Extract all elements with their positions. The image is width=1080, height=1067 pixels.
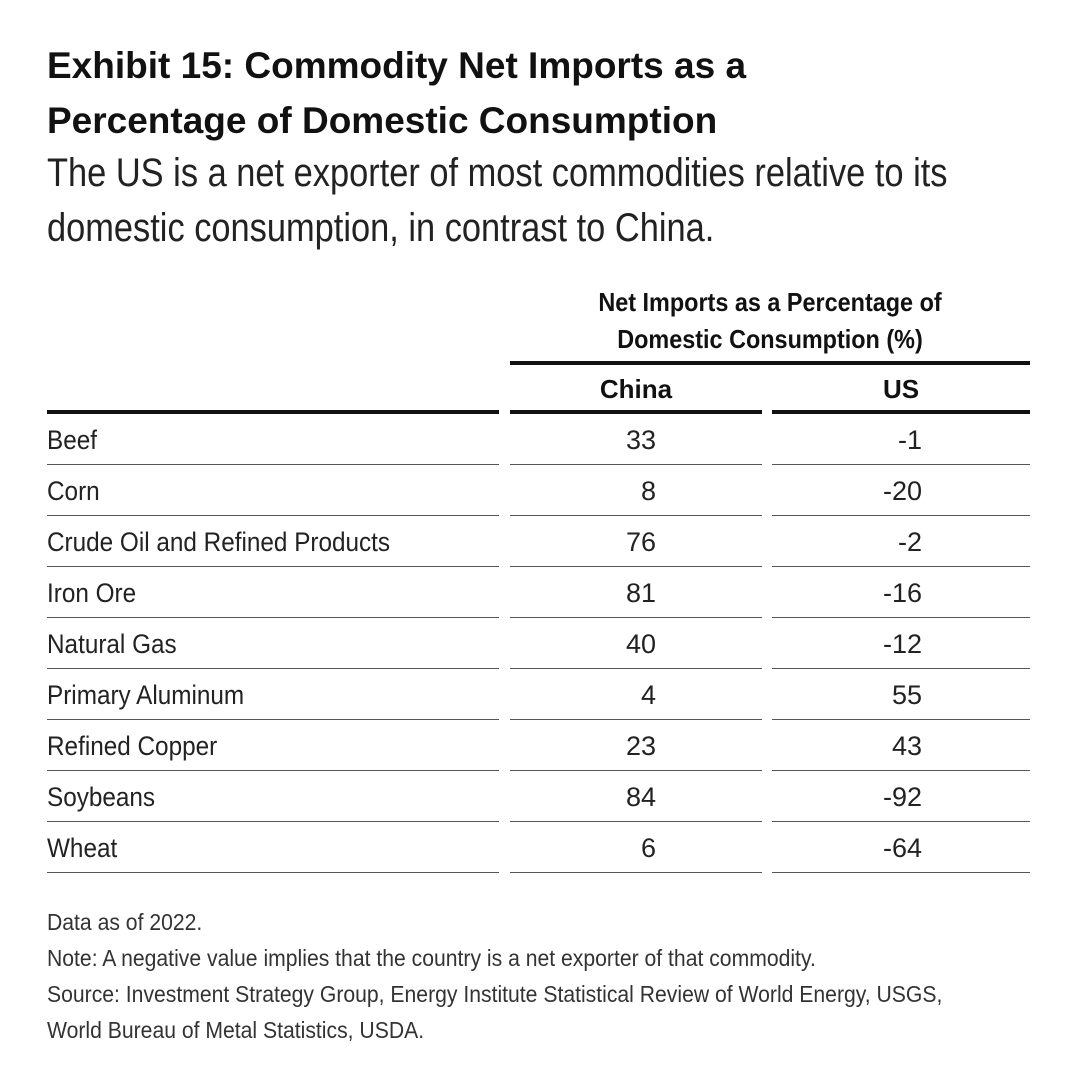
row-label-text: Primary Aluminum bbox=[47, 680, 245, 710]
table-row: Crude Oil and Refined Products 76 -2 bbox=[0, 516, 1080, 567]
cell-china: 40 bbox=[625, 629, 656, 659]
footer-notes: Data as of 2022. Note: A negative value … bbox=[47, 904, 1057, 1048]
row-divider bbox=[772, 770, 1030, 771]
table-row: Iron Ore 81 -16 bbox=[0, 567, 1080, 618]
row-divider bbox=[47, 566, 499, 567]
row-divider bbox=[510, 821, 762, 822]
row-divider bbox=[47, 719, 499, 720]
row-label-text: Refined Copper bbox=[47, 731, 218, 761]
row-divider bbox=[510, 566, 762, 567]
row-divider bbox=[47, 515, 499, 516]
row-divider bbox=[510, 668, 762, 669]
row-label: Natural Gas bbox=[47, 618, 499, 668]
row-label-text: Crude Oil and Refined Products bbox=[47, 527, 391, 557]
column-group-header: Net Imports as a Percentage of Domestic … bbox=[510, 284, 1030, 358]
cell-china: 33 bbox=[625, 425, 656, 455]
cell-us: -12 bbox=[882, 629, 922, 659]
row-divider bbox=[510, 770, 762, 771]
row-label: Beef bbox=[47, 414, 499, 464]
row-label: Iron Ore bbox=[47, 567, 499, 617]
row-label-text: Beef bbox=[47, 425, 97, 455]
row-label: Primary Aluminum bbox=[47, 669, 499, 719]
cell-us: 55 bbox=[891, 680, 922, 710]
row-divider bbox=[772, 719, 1030, 720]
row-divider bbox=[510, 515, 762, 516]
column-header-china: China bbox=[599, 374, 673, 404]
column-group-line-2: Domestic Consumption (%) bbox=[617, 324, 923, 354]
cell-us: -16 bbox=[882, 578, 922, 608]
header-rule-label bbox=[47, 410, 499, 414]
row-divider bbox=[510, 617, 762, 618]
row-divider bbox=[772, 617, 1030, 618]
cell-us: 43 bbox=[891, 731, 922, 761]
row-label: Crude Oil and Refined Products bbox=[47, 516, 499, 566]
cell-china: 76 bbox=[625, 527, 656, 557]
row-divider bbox=[510, 872, 762, 873]
title-line-2: Percentage of Domestic Consumption bbox=[47, 100, 718, 141]
row-divider bbox=[47, 770, 499, 771]
table-row: Primary Aluminum 4 55 bbox=[0, 669, 1080, 720]
footnote: Note: A negative value implies that the … bbox=[47, 945, 816, 971]
data-as-of: Data as of 2022. bbox=[47, 909, 203, 935]
row-divider bbox=[772, 872, 1030, 873]
row-label: Refined Copper bbox=[47, 720, 499, 770]
source-line-2: World Bureau of Metal Statistics, USDA. bbox=[47, 1017, 425, 1043]
header-rule-us bbox=[772, 410, 1030, 414]
cell-us: -92 bbox=[882, 782, 922, 812]
row-divider bbox=[772, 668, 1030, 669]
column-header-us: US bbox=[882, 374, 920, 404]
cell-china: 8 bbox=[640, 476, 656, 506]
row-label: Wheat bbox=[47, 822, 499, 872]
cell-china: 84 bbox=[625, 782, 656, 812]
column-group-rule bbox=[510, 361, 1030, 365]
cell-us: -1 bbox=[897, 425, 922, 455]
cell-us: -2 bbox=[897, 527, 922, 557]
table-row: Wheat 6 -64 bbox=[0, 822, 1080, 873]
header-rule-china bbox=[510, 410, 762, 414]
row-divider bbox=[47, 617, 499, 618]
row-label-text: Natural Gas bbox=[47, 629, 177, 659]
chart-title: Exhibit 15: Commodity Net Imports as a P… bbox=[47, 38, 1047, 148]
table-row: Soybeans 84 -92 bbox=[0, 771, 1080, 822]
cell-china: 81 bbox=[625, 578, 656, 608]
row-divider bbox=[47, 668, 499, 669]
subtitle-line-1: The US is a net exporter of most commodi… bbox=[47, 151, 948, 195]
source-line-1: Source: Investment Strategy Group, Energ… bbox=[47, 981, 943, 1007]
row-divider bbox=[510, 464, 762, 465]
row-divider bbox=[772, 464, 1030, 465]
row-label-text: Wheat bbox=[47, 833, 118, 863]
cell-china: 4 bbox=[640, 680, 656, 710]
subtitle-line-2: domestic consumption, in contrast to Chi… bbox=[47, 206, 715, 250]
cell-china: 6 bbox=[640, 833, 656, 863]
row-label: Soybeans bbox=[47, 771, 499, 821]
row-label-text: Iron Ore bbox=[47, 578, 137, 608]
table-row: Refined Copper 23 43 bbox=[0, 720, 1080, 771]
chart-subtitle: The US is a net exporter of most commodi… bbox=[47, 146, 948, 256]
row-divider bbox=[510, 719, 762, 720]
row-label-text: Corn bbox=[47, 476, 100, 506]
table-row: Corn 8 -20 bbox=[0, 465, 1080, 516]
column-group-line-1: Net Imports as a Percentage of bbox=[598, 287, 942, 317]
row-label: Corn bbox=[47, 465, 499, 515]
title-line-1: Exhibit 15: Commodity Net Imports as a bbox=[47, 45, 747, 86]
cell-us: -64 bbox=[882, 833, 922, 863]
cell-china: 23 bbox=[625, 731, 656, 761]
cell-us: -20 bbox=[882, 476, 922, 506]
row-divider bbox=[772, 821, 1030, 822]
row-divider bbox=[772, 566, 1030, 567]
row-divider bbox=[772, 515, 1030, 516]
table-row: Beef 33 -1 bbox=[0, 414, 1080, 465]
table-row: Natural Gas 40 -12 bbox=[0, 618, 1080, 669]
row-divider bbox=[47, 821, 499, 822]
row-label-text: Soybeans bbox=[47, 782, 156, 812]
row-divider bbox=[47, 872, 499, 873]
row-divider bbox=[47, 464, 499, 465]
